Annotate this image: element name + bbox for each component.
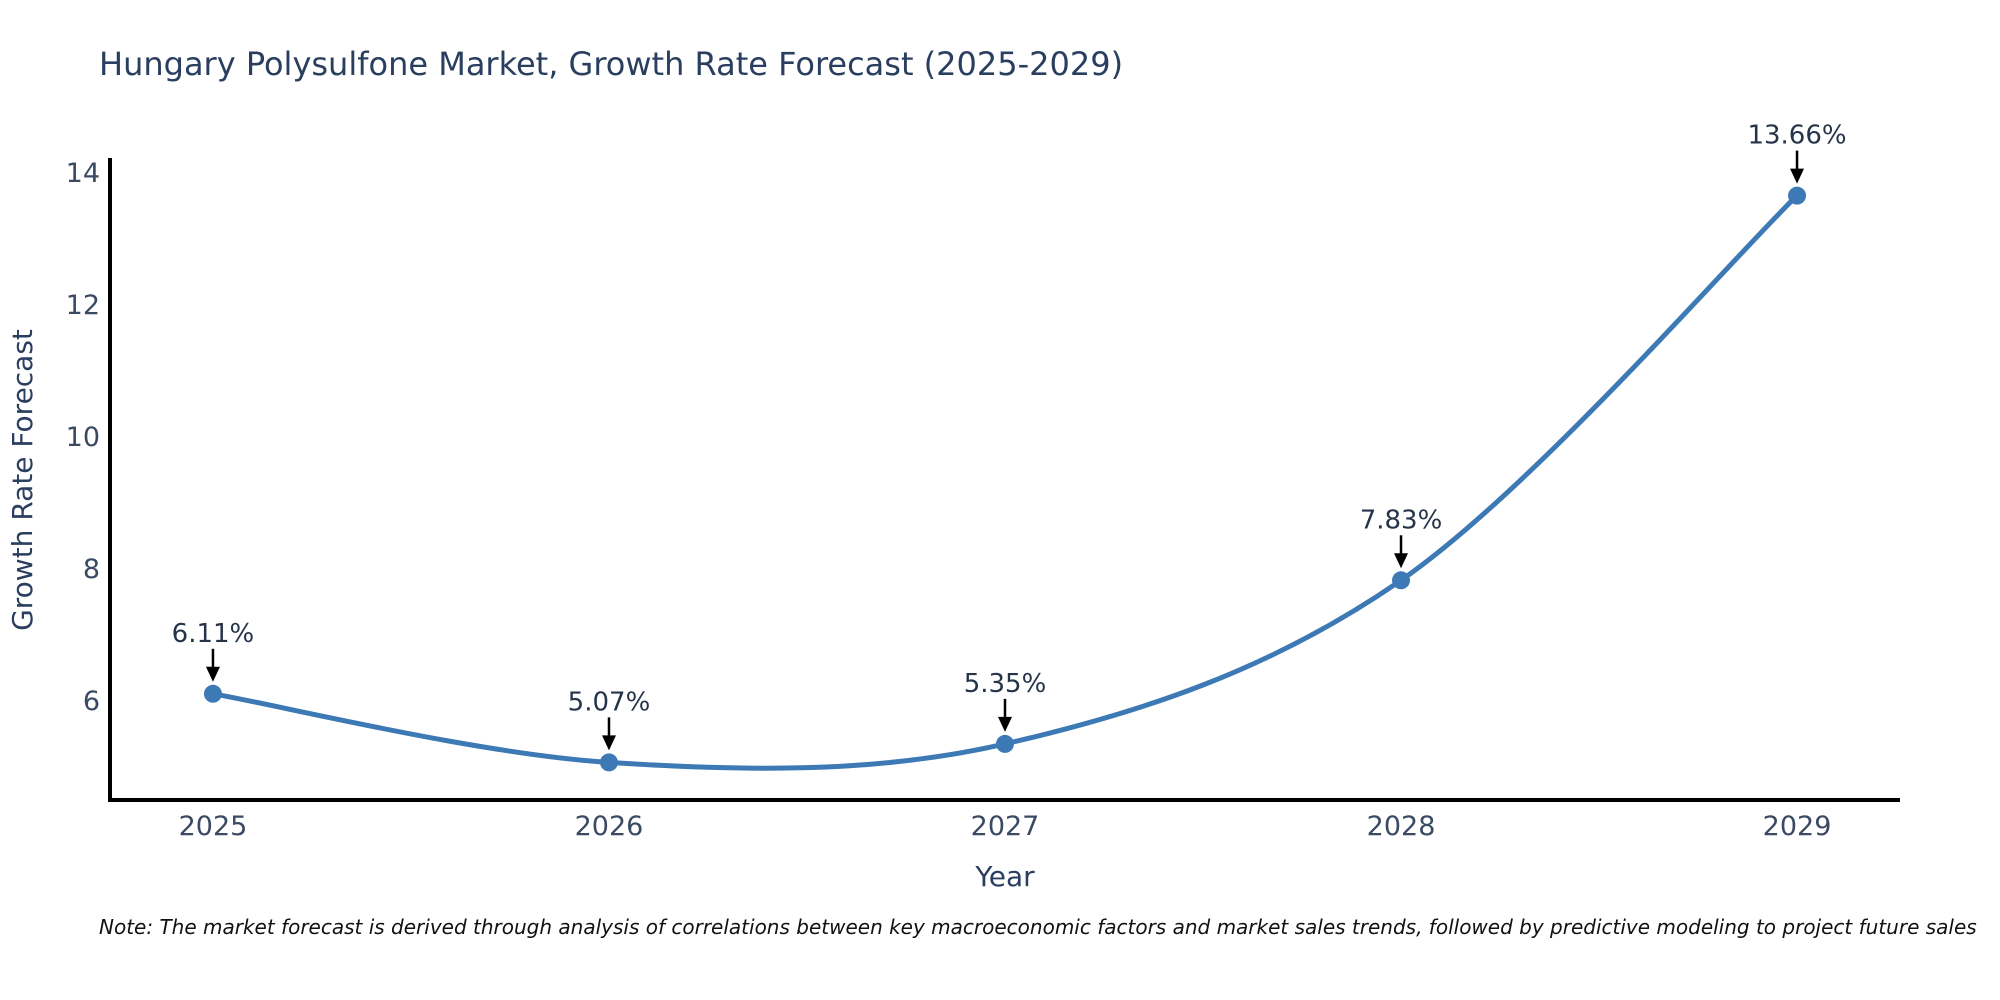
annotation-label: 5.35%: [964, 669, 1047, 699]
chart-title: Hungary Polysulfone Market, Growth Rate …: [99, 45, 1124, 83]
annotation-arrowhead: [1394, 553, 1409, 569]
annotation-arrowhead: [998, 716, 1012, 732]
y-tick-label: 10: [66, 422, 100, 453]
annotation-arrowhead: [205, 666, 220, 682]
data-point-marker[interactable]: [1788, 186, 1807, 205]
annotation-arrowhead: [1790, 168, 1805, 184]
data-point-marker[interactable]: [996, 734, 1014, 753]
x-tick-label: 2029: [1763, 811, 1832, 842]
footnote: Note: The market forecast is derived thr…: [99, 915, 1977, 939]
annotation-label: 5.07%: [568, 687, 651, 717]
y-tick-label: 6: [83, 686, 100, 717]
data-point-marker[interactable]: [599, 753, 618, 772]
x-axis-title: Year: [974, 860, 1035, 893]
x-tick-label: 2028: [1367, 811, 1436, 842]
annotation-label: 13.66%: [1747, 121, 1846, 151]
annotation-label: 6.11%: [172, 619, 255, 649]
annotation-label: 7.83%: [1360, 505, 1443, 535]
data-point-marker[interactable]: [1392, 571, 1411, 590]
x-tick-label: 2025: [179, 811, 248, 842]
y-tick-label: 8: [83, 554, 100, 585]
x-tick-label: 2026: [575, 811, 644, 842]
x-tick-label: 2027: [971, 811, 1040, 842]
y-tick-label: 12: [66, 290, 100, 321]
series-line: [210, 193, 1800, 771]
annotation-arrowhead: [601, 735, 616, 751]
y-tick-label: 14: [66, 158, 100, 189]
data-point-marker[interactable]: [203, 684, 222, 703]
y-axis-title: Growth Rate Forecast: [6, 329, 39, 631]
